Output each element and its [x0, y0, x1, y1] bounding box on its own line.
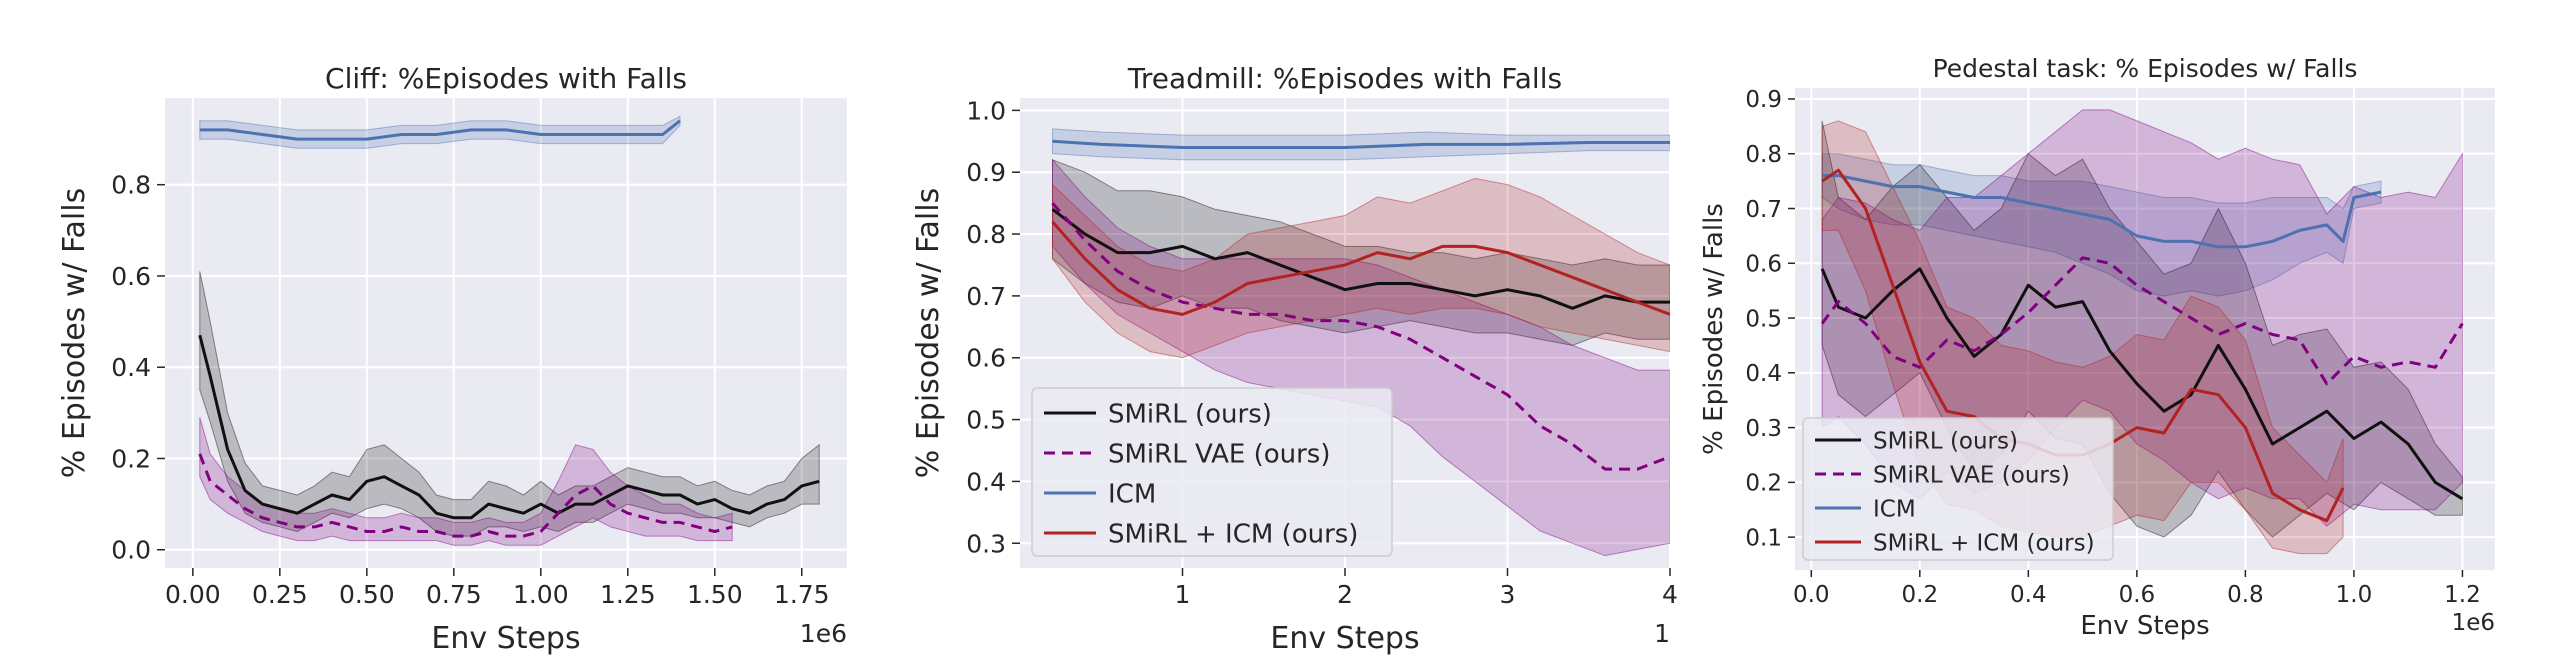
x-tick-label: 1: [1175, 580, 1191, 609]
y-tick-label: 0.3: [966, 529, 1006, 558]
y-axis-label: % Episodes w/ Falls: [57, 188, 92, 478]
chart-panel-2: 1 2 3 4 0.3 0.4 0.5 0.6 0.7 0.8 0.9 1.0 Treadmill: %…: [911, 62, 1678, 656]
x-axis-multiplier: 1e6: [800, 619, 847, 648]
x-tick-label: 0.2: [1902, 582, 1939, 608]
smirl_vae-confidence-band: [1052, 158, 1670, 557]
legend-box: [1031, 387, 1393, 557]
y-tick-label: 0.9: [1745, 87, 1782, 113]
smirl_icm-line: [1051, 220, 1670, 316]
legend-label-smirl_vae: SMiRL VAE (ours): [1108, 439, 1331, 469]
y-tick-label: 0.2: [1745, 471, 1782, 497]
y-tick-label: 0.6: [111, 262, 151, 291]
x-tick-label: 1.25: [600, 580, 656, 609]
smirl-line: [1051, 208, 1670, 310]
icm-confidence-band: [1052, 128, 1670, 161]
x-tick-label: 0.8: [2227, 582, 2264, 608]
x-tick-label: 4: [1662, 580, 1678, 609]
legend-label-smirl_vae: SMiRL VAE (ours): [1873, 462, 2070, 488]
x-tick-label: 0.4: [2010, 582, 2047, 608]
smirl-confidence-band: [199, 271, 820, 537]
x-tick-label: 0.50: [339, 580, 395, 609]
y-tick-label: 0.0: [111, 536, 151, 565]
y-tick-label: 0.6: [1745, 252, 1782, 278]
smirl_vae-confidence-band: [199, 417, 733, 546]
icm-line: [1052, 139, 1670, 149]
legend-box: [1802, 417, 2114, 561]
y-tick-label: 0.8: [1745, 142, 1782, 168]
legend-label-smirl_icm: SMiRL + ICM (ours): [1873, 530, 2095, 556]
legend-label-icm: ICM: [1873, 496, 1916, 522]
y-tick-label: 0.2: [111, 444, 151, 473]
x-tick-label: 2: [1337, 580, 1353, 609]
y-tick-label: 0.8: [966, 220, 1006, 249]
x-axis-label: Env Steps: [1270, 621, 1419, 656]
legend-label-smirl: SMiRL (ours): [1108, 399, 1272, 429]
x-axis-multiplier: 1: [1654, 619, 1670, 648]
smirl_vae-line: [198, 453, 733, 538]
y-tick-label: 0.1: [1745, 525, 1782, 551]
x-tick-label: 1.00: [513, 580, 569, 609]
chart-title: Pedestal task: % Episodes w/ Falls: [1933, 54, 2358, 83]
chart-panel-1: 0.00 0.25 0.50 0.75 1.00 1.25 1.50 1.75 0.0 0.2 0.…: [57, 62, 847, 656]
y-tick-label: 0.4: [111, 353, 151, 382]
x-tick-label: 0.25: [252, 580, 308, 609]
x-axis-label: Env Steps: [431, 621, 580, 656]
x-tick-label: 1.2: [2444, 582, 2481, 608]
legend: SMiRL (ours) SMiRL VAE (ours) ICM SMiRL + I…: [1031, 387, 1393, 557]
icm-line: [199, 119, 681, 141]
y-tick-label: 1.0: [966, 96, 1006, 125]
chart-title: Treadmill: %Episodes with Falls: [1127, 62, 1562, 95]
x-tick-label: 3: [1500, 580, 1516, 609]
smirl_vae-line: [1051, 202, 1670, 471]
y-tick-label: 0.5: [1745, 306, 1782, 332]
legend-label-smirl: SMiRL (ours): [1873, 428, 2018, 454]
y-tick-label: 0.4: [1745, 361, 1782, 387]
x-axis-label: Env Steps: [2080, 611, 2209, 641]
legend: SMiRL (ours) SMiRL VAE (ours) ICM SMiRL + I…: [1802, 417, 2114, 561]
y-tick-label: 0.4: [966, 467, 1006, 496]
x-tick-label: 0.75: [426, 580, 482, 609]
icm-line: [1822, 174, 2382, 249]
x-tick-label: 0.6: [2119, 582, 2156, 608]
plot-area: [165, 98, 847, 568]
chart-panel-3: 0.0 0.2 0.4 0.6 0.8 1.0 1.2 0.1 0.2 0.3 0.4 0.5 0.6 0…: [1699, 54, 2495, 641]
y-tick-label: 0.9: [966, 158, 1006, 187]
smirl_icm-confidence-band: [1052, 177, 1670, 359]
x-axis-multiplier: 1e6: [2452, 610, 2495, 636]
y-tick-label: 0.7: [966, 282, 1006, 311]
y-tick-label: 0.7: [1745, 197, 1782, 223]
series-layer: [1051, 128, 1670, 557]
legend-label-smirl_icm: SMiRL + ICM (ours): [1108, 519, 1358, 549]
x-tick-label: 1.50: [687, 580, 743, 609]
y-tick-label: 0.6: [966, 344, 1006, 373]
x-tick-label: 0.0: [1793, 582, 1830, 608]
icm-confidence-band: [1821, 153, 2382, 297]
smirl-line: [1820, 267, 2464, 501]
y-tick-label: 0.3: [1745, 416, 1782, 442]
series-layer: [198, 115, 820, 546]
y-axis-label: % Episodes w/ Falls: [911, 188, 946, 478]
y-tick-label: 0.5: [966, 406, 1006, 435]
x-tick-label: 0.00: [165, 580, 221, 609]
y-axis-label: % Episodes w/ Falls: [1699, 203, 1729, 455]
y-tick-label: 0.8: [111, 171, 151, 200]
legend-label-icm: ICM: [1108, 479, 1156, 509]
smirl_vae-line: [1820, 256, 2464, 386]
x-tick-label: 1.0: [2336, 582, 2373, 608]
smirl-line: [198, 334, 820, 520]
chart-title: Cliff: %Episodes with Falls: [325, 62, 687, 95]
x-tick-label: 1.75: [774, 580, 830, 609]
smirl-confidence-band: [1052, 159, 1670, 346]
